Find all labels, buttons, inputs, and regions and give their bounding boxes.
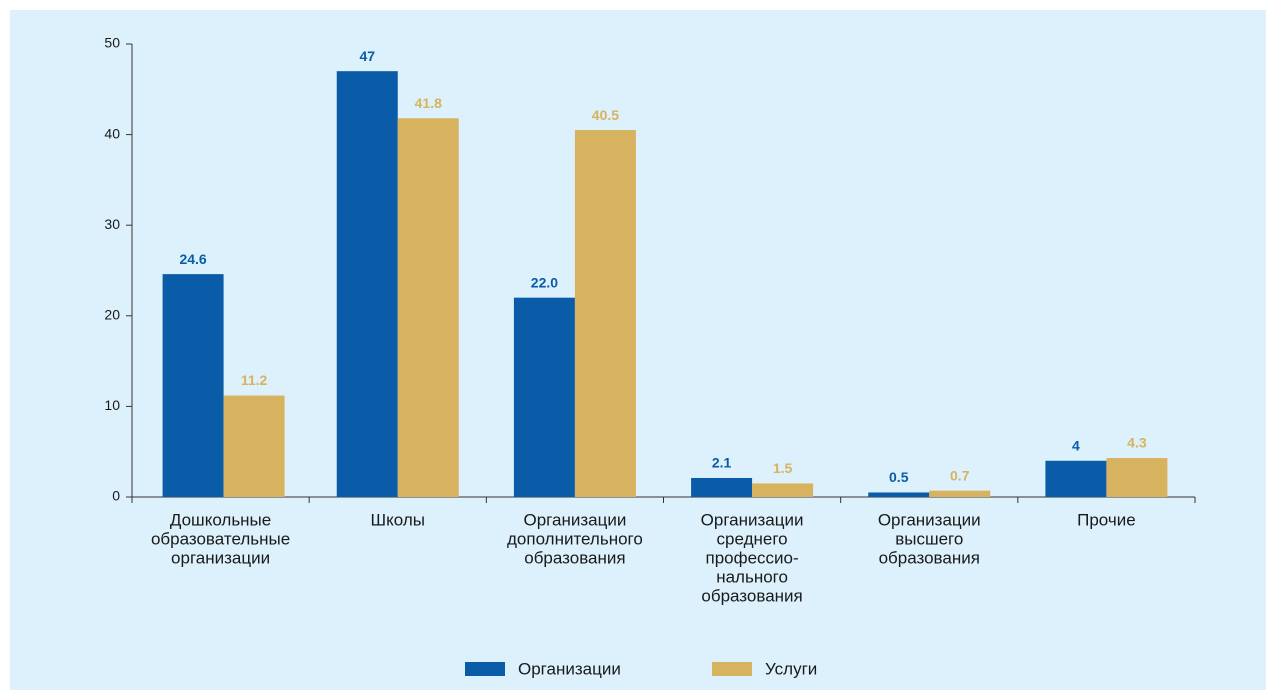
x-tick-label: образовательные <box>151 529 290 548</box>
value-label: 2.1 <box>712 455 732 471</box>
value-label: 0.5 <box>889 469 909 485</box>
legend-swatch <box>712 662 752 676</box>
bar <box>336 71 398 498</box>
bar <box>691 477 753 497</box>
value-label: 4.3 <box>1127 435 1147 451</box>
x-tick-label: среднего <box>717 529 788 548</box>
value-label: 40.5 <box>592 107 619 123</box>
x-tick-label: Организации <box>524 510 627 529</box>
bar <box>868 492 930 497</box>
y-tick-label: 0 <box>112 488 120 504</box>
bar <box>513 297 575 497</box>
legend-label: Организации <box>518 659 621 678</box>
y-tick-label: 20 <box>104 307 120 323</box>
legend-label: Услуги <box>765 659 817 678</box>
y-tick-label: 30 <box>104 216 120 232</box>
x-tick-label: образования <box>879 548 980 567</box>
y-tick-label: 40 <box>104 125 120 141</box>
value-label: 1.5 <box>773 460 793 476</box>
legend-swatch <box>465 662 505 676</box>
value-label: 4 <box>1072 437 1080 453</box>
bar <box>1045 460 1107 497</box>
value-label: 22.0 <box>531 274 558 290</box>
x-tick-label: организации <box>171 548 270 567</box>
bar <box>1106 458 1168 497</box>
x-tick-label: дополнительного <box>507 529 643 548</box>
bar <box>223 395 285 497</box>
value-label: 47 <box>359 48 375 64</box>
bar <box>397 118 459 498</box>
value-label: 41.8 <box>415 95 442 111</box>
x-tick-label: Организации <box>878 510 981 529</box>
x-tick-label: образования <box>701 586 802 605</box>
y-tick-label: 10 <box>104 397 120 413</box>
value-label: 11.2 <box>241 372 268 388</box>
value-label: 0.7 <box>950 467 970 483</box>
y-tick-label: 50 <box>104 35 120 51</box>
bar <box>929 490 991 497</box>
x-tick-label: Дошкольные <box>170 510 271 529</box>
x-tick-label: Школы <box>371 510 425 529</box>
bar <box>752 483 814 497</box>
x-tick-label: нального <box>716 567 788 586</box>
value-label: 24.6 <box>179 251 206 267</box>
bar <box>574 130 636 497</box>
bar <box>162 274 224 497</box>
x-tick-label: профессио- <box>705 548 798 567</box>
x-tick-label: высшего <box>895 529 963 548</box>
x-tick-label: Прочие <box>1077 510 1136 529</box>
x-tick-label: Организации <box>701 510 804 529</box>
x-tick-label: образования <box>524 548 625 567</box>
